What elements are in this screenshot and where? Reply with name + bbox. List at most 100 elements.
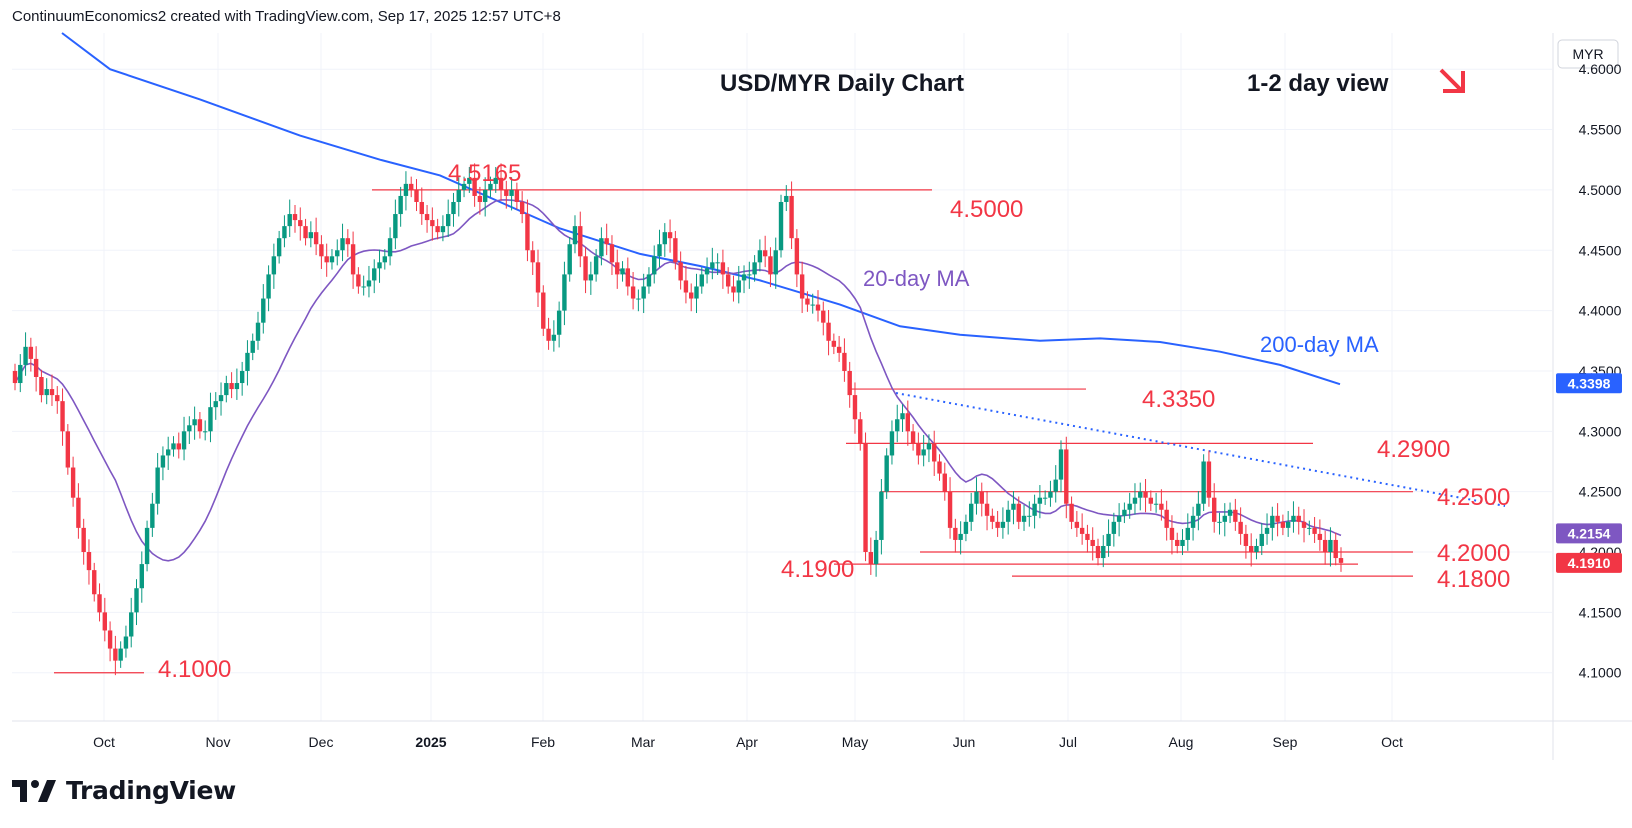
candle	[725, 267, 731, 294]
candle	[604, 223, 609, 256]
candle	[757, 239, 763, 272]
candle	[229, 372, 234, 399]
candle	[23, 332, 28, 376]
candle-body	[1069, 503, 1074, 522]
candle-body	[604, 238, 609, 245]
candle-body	[725, 274, 731, 287]
candle-body	[1111, 521, 1117, 534]
level-label-4.1900: 4.1900	[781, 556, 854, 583]
candle-body	[1291, 515, 1296, 522]
candle	[1338, 547, 1344, 572]
candle	[1185, 513, 1190, 551]
candle-body	[525, 214, 530, 251]
candle	[1011, 491, 1016, 525]
candle-body	[255, 322, 261, 341]
candle	[916, 432, 921, 465]
candle-body	[884, 455, 889, 492]
candle-body	[261, 298, 266, 323]
candle	[155, 453, 160, 515]
candle	[1148, 490, 1154, 511]
candle	[673, 230, 678, 270]
candle	[197, 412, 203, 439]
candle	[1122, 502, 1127, 524]
candle-body	[562, 274, 567, 311]
candle	[1190, 506, 1196, 541]
candle-body	[350, 244, 356, 275]
candle	[1000, 507, 1006, 539]
candle	[171, 436, 176, 457]
level-label-4.5165: 4.5165	[448, 160, 521, 187]
currency-label: MYR	[1572, 46, 1603, 62]
falling-trendline[interactable]	[895, 392, 1506, 507]
candle	[1233, 498, 1238, 531]
candle	[646, 267, 652, 294]
candle	[963, 514, 969, 542]
candle	[467, 166, 472, 193]
candle-body	[609, 244, 615, 263]
candle-body	[778, 201, 784, 251]
candle-body	[308, 232, 314, 239]
price-axis[interactable]: MYR	[1557, 39, 1619, 69]
candle-body	[1011, 503, 1016, 510]
candle	[76, 483, 81, 539]
candle-body	[504, 189, 509, 196]
candle-body	[1053, 479, 1058, 492]
candle	[694, 273, 699, 314]
candle	[747, 261, 752, 289]
candle	[535, 249, 541, 307]
candle-body	[477, 195, 483, 202]
candle-body	[414, 189, 419, 202]
candle-body	[313, 232, 319, 245]
candle	[456, 177, 461, 217]
candle	[144, 520, 150, 572]
candle-body	[1116, 515, 1122, 522]
plot-area[interactable]	[12, 33, 1552, 721]
price-tags: 4.3398 4.2154 4.1910	[1556, 373, 1622, 573]
candle-body	[33, 358, 39, 377]
tradingview-logo[interactable]: TradingView	[12, 776, 236, 805]
candle	[953, 518, 958, 553]
candle-body	[805, 298, 810, 305]
candle-body	[472, 177, 477, 196]
candle	[525, 199, 530, 262]
candle	[683, 265, 689, 304]
candle	[166, 436, 171, 470]
candle	[160, 446, 166, 481]
candle-body	[1317, 533, 1323, 540]
candle-body	[593, 256, 599, 275]
candle-body	[113, 648, 118, 661]
candle-body	[1248, 545, 1254, 553]
candle	[361, 275, 366, 296]
candle-body	[583, 256, 588, 281]
candle	[551, 320, 557, 352]
candle	[509, 177, 514, 211]
candle-body	[1275, 515, 1280, 522]
candle-body	[1016, 503, 1021, 522]
level-label-4.2500: 4.2500	[1437, 484, 1510, 511]
currency-badge[interactable]	[1557, 39, 1619, 69]
candle	[350, 231, 356, 289]
level-label-4.5000: 4.5000	[950, 196, 1023, 223]
candle-body	[1264, 527, 1270, 534]
candle-body	[572, 226, 578, 245]
candle	[1322, 530, 1328, 565]
candle-body	[1307, 527, 1312, 529]
candle	[789, 181, 794, 250]
candle-body	[202, 431, 208, 433]
candle-body	[192, 419, 197, 426]
candle	[778, 194, 784, 258]
candle-body	[984, 503, 990, 516]
candle	[699, 267, 704, 294]
candle	[107, 621, 113, 662]
time-tick-label: Oct	[1381, 734, 1403, 750]
candle	[736, 265, 741, 304]
candle-body	[815, 304, 821, 311]
candle	[873, 530, 879, 577]
candle	[1048, 480, 1053, 507]
candle-body	[345, 238, 351, 245]
candle	[261, 284, 266, 334]
candle	[1301, 509, 1307, 543]
candle	[419, 187, 424, 225]
price-tag-4.2154	[1556, 523, 1622, 544]
